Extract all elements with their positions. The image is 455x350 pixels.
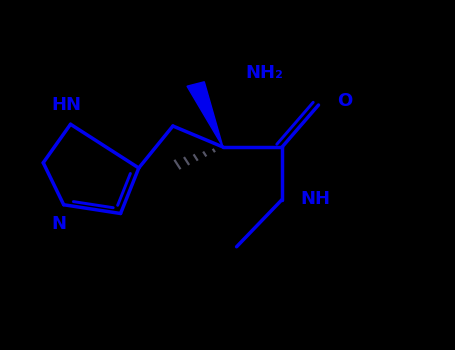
Text: O: O — [337, 92, 352, 111]
Text: NH₂: NH₂ — [246, 64, 283, 83]
Text: N: N — [52, 215, 66, 233]
Text: NH: NH — [300, 190, 330, 209]
Text: HN: HN — [51, 96, 81, 114]
Polygon shape — [187, 82, 223, 147]
